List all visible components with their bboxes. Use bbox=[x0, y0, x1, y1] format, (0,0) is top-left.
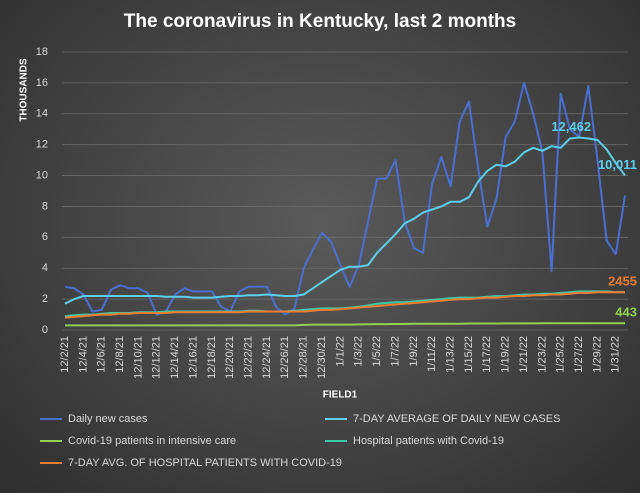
series-line bbox=[64, 136, 626, 305]
x-tick-label: 12/6/21 bbox=[96, 336, 108, 373]
x-tick-label: 1/19/22 bbox=[500, 336, 512, 373]
x-tick-label: 1/17/22 bbox=[481, 336, 493, 373]
x-tick-label: 1/23/22 bbox=[536, 336, 548, 373]
y-tick-label: 14 bbox=[36, 108, 48, 120]
legend-label: Hospital patients with Covid-19 bbox=[353, 435, 504, 447]
x-tick-label: 1/27/22 bbox=[573, 336, 585, 373]
data-label: 2455 bbox=[608, 274, 637, 289]
x-tick-label: 12/20/21 bbox=[224, 336, 236, 379]
y-tick-label: 4 bbox=[42, 262, 48, 274]
legend-label: Covid-19 patients in intensive care bbox=[68, 435, 236, 447]
series-line bbox=[64, 291, 626, 319]
x-tick-label: 1/3/22 bbox=[353, 336, 365, 367]
data-label: 443 bbox=[615, 305, 637, 320]
x-tick-label: 12/18/21 bbox=[206, 336, 218, 379]
x-tick-label: 12/30/21 bbox=[316, 336, 328, 379]
x-tick-label: 1/11/22 bbox=[426, 336, 438, 372]
y-tick-label: 0 bbox=[42, 324, 48, 336]
y-axis-title: THOUSANDS bbox=[19, 58, 30, 122]
x-tick-label: 1/9/22 bbox=[408, 336, 420, 367]
x-tick-label: 1/1/22 bbox=[334, 336, 346, 367]
x-tick-label: 12/16/21 bbox=[187, 336, 199, 379]
x-tick-label: 12/28/21 bbox=[298, 336, 310, 379]
y-tick-label: 12 bbox=[36, 139, 48, 151]
x-tick-label: 12/12/21 bbox=[151, 336, 163, 379]
legend-label: Daily new cases bbox=[68, 413, 148, 425]
chart-title: The coronavirus in Kentucky, last 2 mont… bbox=[124, 11, 516, 32]
x-tick-label: 12/4/21 bbox=[77, 336, 89, 373]
x-axis-title: FIELD1 bbox=[323, 390, 358, 401]
x-tick-label: 1/25/22 bbox=[555, 336, 567, 373]
y-tick-label: 8 bbox=[42, 200, 48, 212]
x-tick-label: 12/26/21 bbox=[279, 336, 291, 379]
x-tick-label: 12/24/21 bbox=[261, 336, 273, 379]
data-label: 10,011 bbox=[598, 157, 637, 172]
y-tick-label: 6 bbox=[42, 231, 48, 243]
x-tick-label: 1/29/22 bbox=[591, 336, 603, 373]
y-tick-label: 10 bbox=[36, 169, 48, 181]
series-line bbox=[64, 81, 626, 316]
legend-label: 7-DAY AVG. OF HOSPITAL PATIENTS WITH COV… bbox=[68, 457, 342, 469]
data-label: 12,462 bbox=[551, 119, 591, 134]
x-tick-label: 12/14/21 bbox=[169, 336, 181, 379]
y-tick-label: 16 bbox=[36, 77, 48, 89]
x-tick-label: 1/5/22 bbox=[371, 336, 383, 367]
x-tick-label: 1/31/22 bbox=[610, 336, 622, 373]
x-tick-label: 12/22/21 bbox=[243, 336, 255, 379]
y-tick-label: 2 bbox=[42, 293, 48, 305]
x-tick-label: 1/21/22 bbox=[518, 336, 530, 373]
series-line bbox=[65, 322, 625, 327]
x-tick-label: 1/15/22 bbox=[463, 336, 475, 373]
x-tick-label: 12/2/21 bbox=[59, 336, 71, 373]
x-tick-label: 12/10/21 bbox=[132, 336, 144, 379]
x-tick-label: 1/7/22 bbox=[389, 336, 401, 367]
x-tick-label: 12/8/21 bbox=[114, 336, 126, 373]
x-tick-label: 1/13/22 bbox=[444, 336, 456, 373]
legend-label: 7-DAY AVERAGE OF DAILY NEW CASES bbox=[353, 413, 560, 425]
y-tick-label: 18 bbox=[36, 46, 48, 58]
